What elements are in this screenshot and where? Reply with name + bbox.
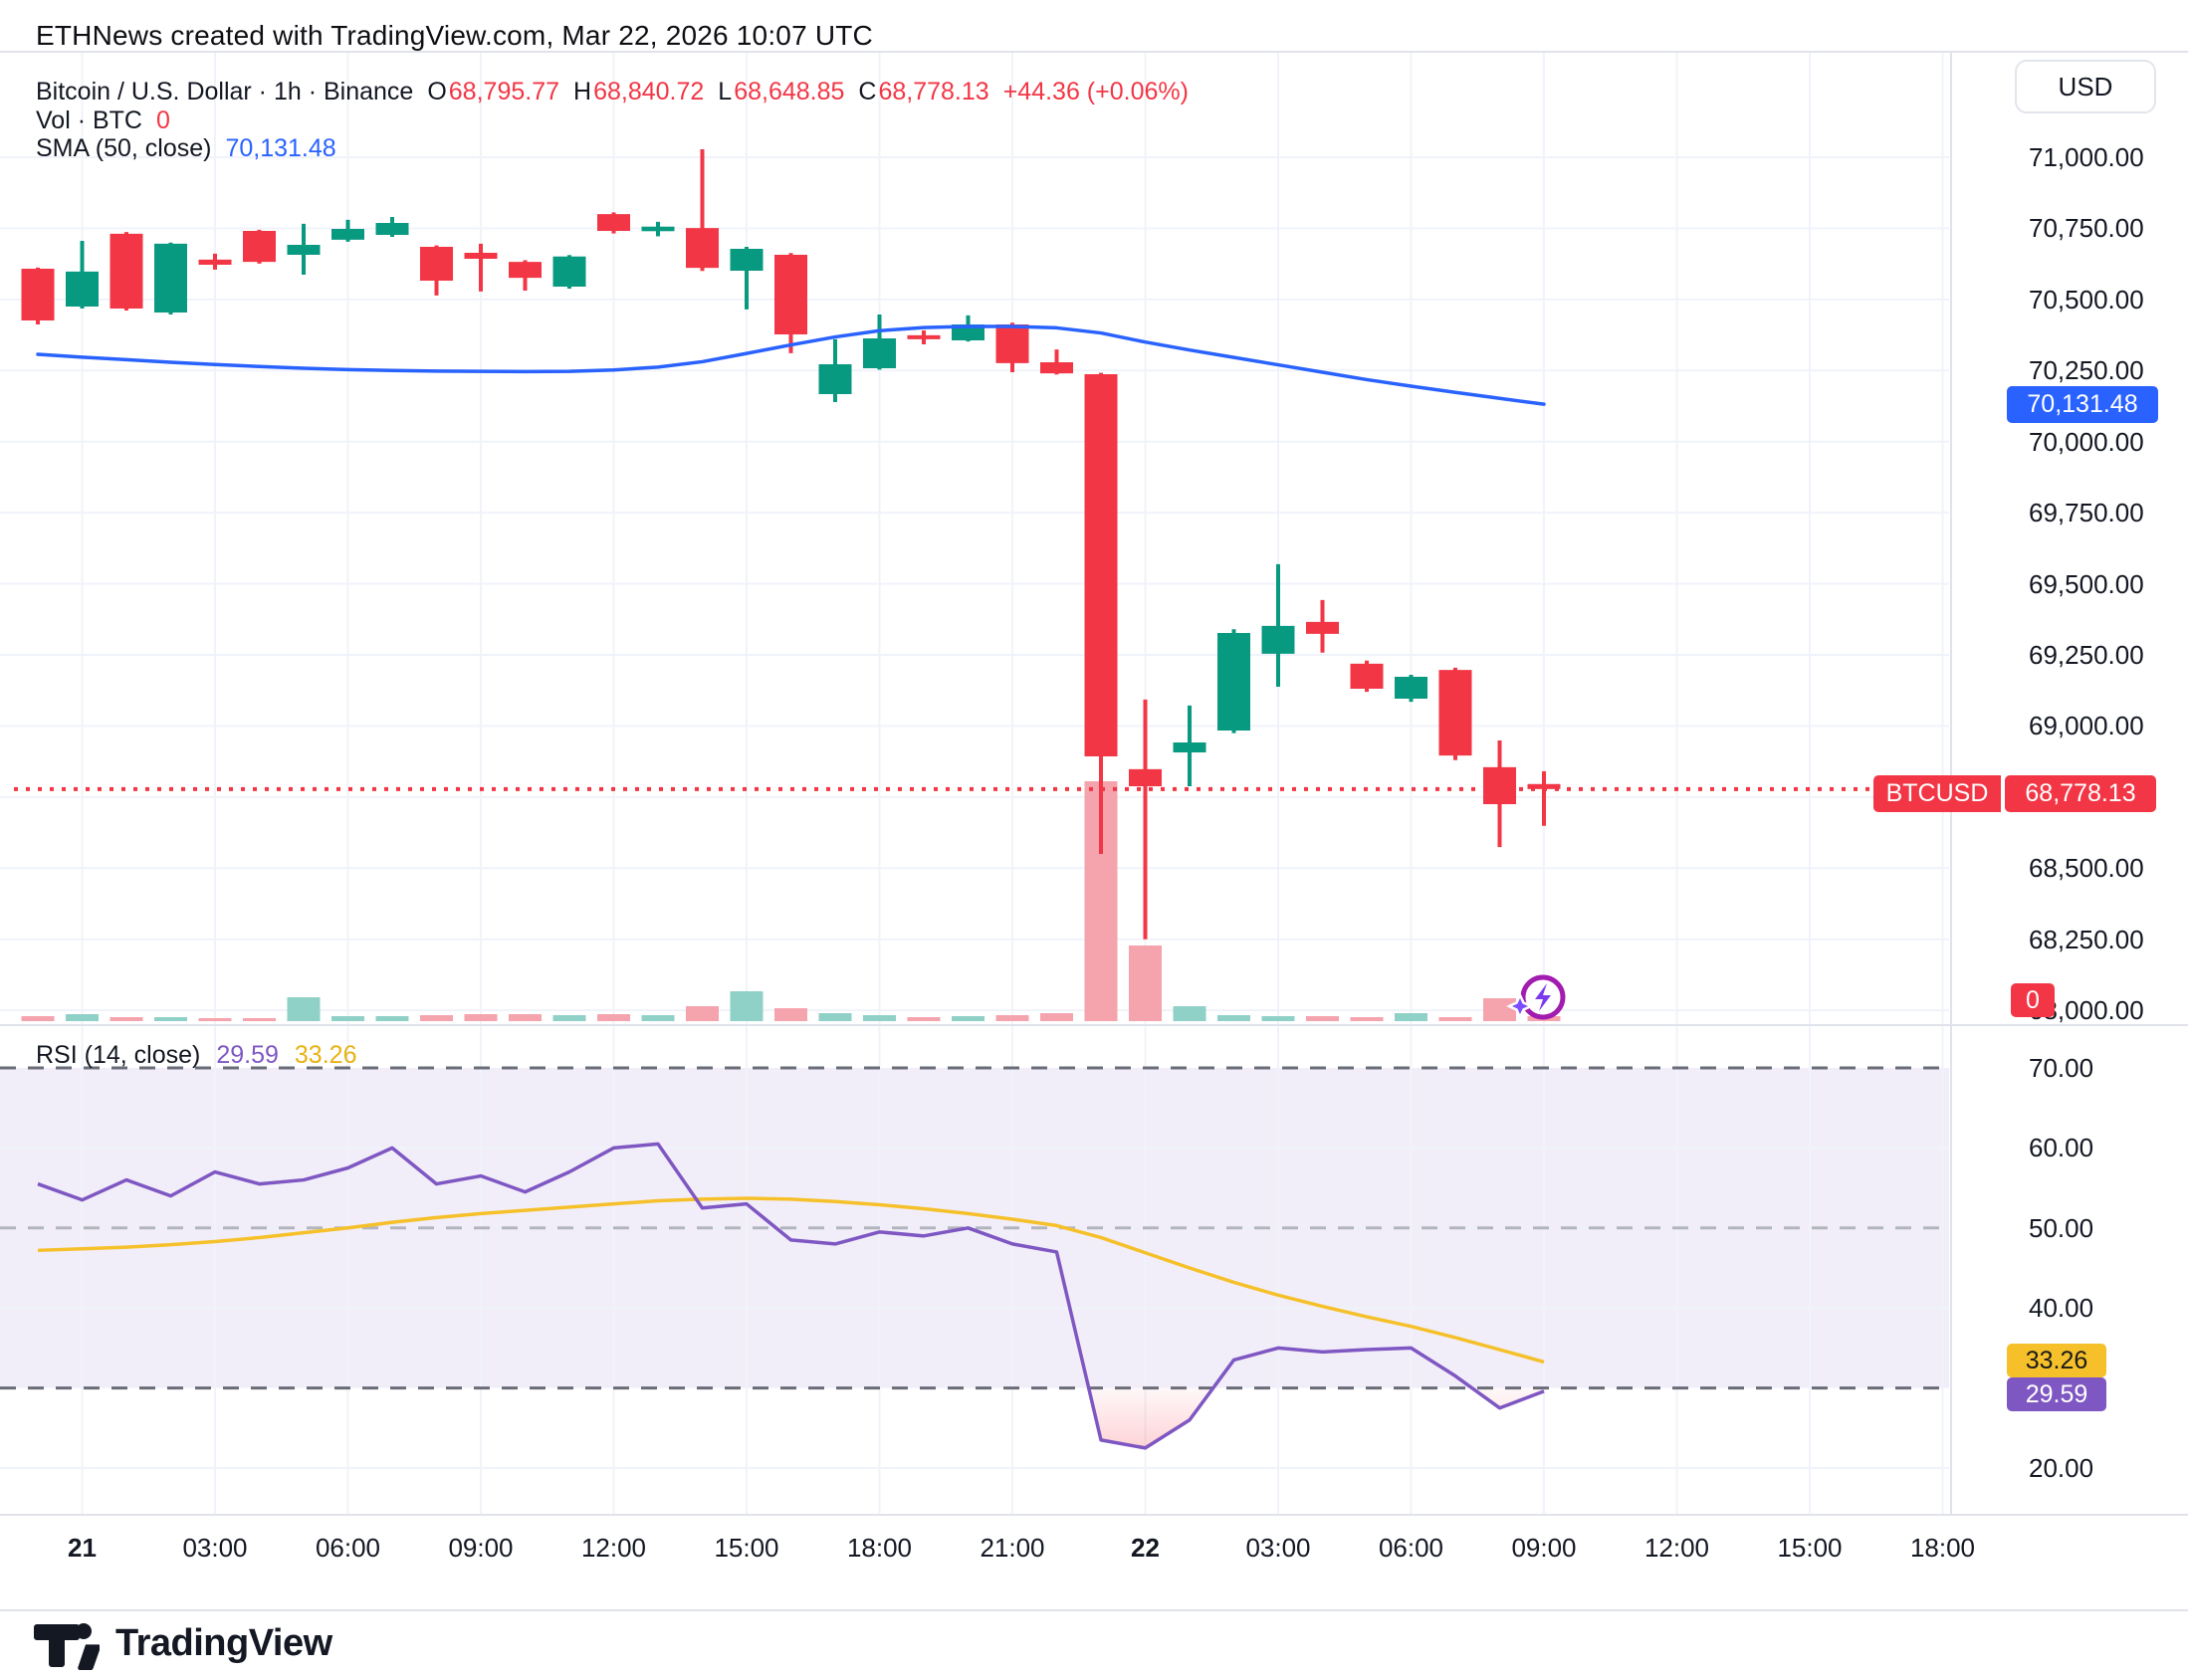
rsi-oversold-fill: [1088, 1387, 1213, 1448]
rsi-axis-label: 50.00: [2029, 1212, 2094, 1243]
rsi-ma-badge: 33.26: [2007, 1344, 2106, 1377]
change-value: +44.36 (+0.06%): [1002, 78, 1189, 105]
price-axis-label: 69,750.00: [2029, 498, 2144, 528]
high-value: 68,840.72: [593, 78, 705, 105]
symbol-tag-badge: BTCUSD: [1873, 775, 2003, 812]
rsi-badge: 29.59: [2007, 1377, 2106, 1411]
price-axis-label: 68,250.00: [2029, 924, 2144, 954]
price-axis-label: 69,000.00: [2029, 711, 2144, 741]
time-axis-label: 09:00: [448, 1533, 514, 1563]
time-axis-label: 15:00: [1777, 1533, 1843, 1563]
last-price-badge: 68,778.13: [2005, 775, 2156, 812]
rsi-ma-line: [37, 1196, 1545, 1365]
price-axis-label: 69,500.00: [2029, 568, 2144, 599]
volume-label: Vol · BTC: [36, 106, 142, 134]
time-axis-label: 06:00: [315, 1533, 381, 1563]
time-axis-label: 15:00: [714, 1533, 779, 1563]
tradingview-logo-icon: [34, 1623, 100, 1671]
price-axis-label: 71,000.00: [2029, 142, 2144, 172]
price-axis-label: 70,000.00: [2029, 426, 2144, 457]
rsi-legend: RSI (14, close) 29.59 33.26: [36, 1041, 356, 1070]
volume-series: [21, 781, 1561, 1021]
volume-legend: Vol · BTC 0: [36, 106, 170, 135]
rsi-ma-value: 33.26: [294, 1041, 357, 1069]
rsi-axis-label: 70.00: [2029, 1053, 2094, 1083]
volume-zero-badge: 0: [2011, 983, 2055, 1017]
low-value: 68,648.85: [734, 78, 845, 105]
candle-series: [21, 149, 1561, 940]
rsi-label: RSI (14, close): [36, 1041, 201, 1069]
symbol-title: Bitcoin / U.S. Dollar · 1h · Binance: [36, 78, 414, 105]
time-axis-label: 12:00: [1643, 1533, 1710, 1563]
open-value: 68,795.77: [448, 78, 559, 105]
open-label: O: [427, 78, 447, 105]
time-axis-label: 03:00: [182, 1533, 248, 1563]
time-axis-label: 03:00: [1245, 1533, 1311, 1563]
rsi-axis-label: 60.00: [2029, 1133, 2094, 1163]
price-axis-label: 70,250.00: [2029, 355, 2144, 386]
time-axis-label: 18:00: [846, 1533, 913, 1563]
time-axis-label: 12:00: [580, 1533, 647, 1563]
symbol-legend: Bitcoin / U.S. Dollar · 1h · Binance O 68…: [36, 78, 1189, 106]
price-axis-label: 69,250.00: [2029, 640, 2144, 670]
sma-label: SMA (50, close): [36, 134, 212, 162]
sma-value: 70,131.48: [225, 134, 336, 162]
time-axis-label: 21: [68, 1533, 97, 1563]
rsi-line: [37, 1142, 1545, 1450]
sma-line: [36, 324, 1546, 406]
time-axis-label: 22: [1131, 1533, 1160, 1563]
rsi-oversold-fill: [1471, 1387, 1544, 1408]
tradingview-logo-text: TradingView: [115, 1621, 332, 1664]
rsi-axis-label: 40.00: [2029, 1293, 2094, 1324]
rsi-value: 29.59: [216, 1041, 279, 1069]
price-axis-label: 70,500.00: [2029, 284, 2144, 315]
sma-legend: SMA (50, close) 70,131.48: [36, 134, 336, 163]
currency-button[interactable]: USD: [2015, 60, 2156, 113]
rsi-axis-label: 20.00: [2029, 1453, 2094, 1483]
price-axis-label: 68,500.00: [2029, 853, 2144, 884]
high-label: H: [573, 78, 592, 105]
tradingview-logo[interactable]: TradingView: [34, 1610, 332, 1676]
time-axis-label: 18:00: [1909, 1533, 1976, 1563]
time-axis-label: 09:00: [1511, 1533, 1577, 1563]
time-axis-label: 06:00: [1378, 1533, 1444, 1563]
time-axis-label: 21:00: [980, 1533, 1045, 1563]
flash-icon[interactable]: [1506, 974, 1566, 1020]
low-label: L: [718, 78, 733, 105]
sma-price-badge: 70,131.48: [2007, 386, 2158, 423]
watermark: ETHNews created with TradingView.com, Ma…: [36, 20, 873, 51]
price-axis-label: 70,750.00: [2029, 213, 2144, 244]
close-label: C: [858, 78, 877, 105]
volume-value: 0: [155, 106, 170, 134]
close-value: 68,778.13: [878, 78, 989, 105]
